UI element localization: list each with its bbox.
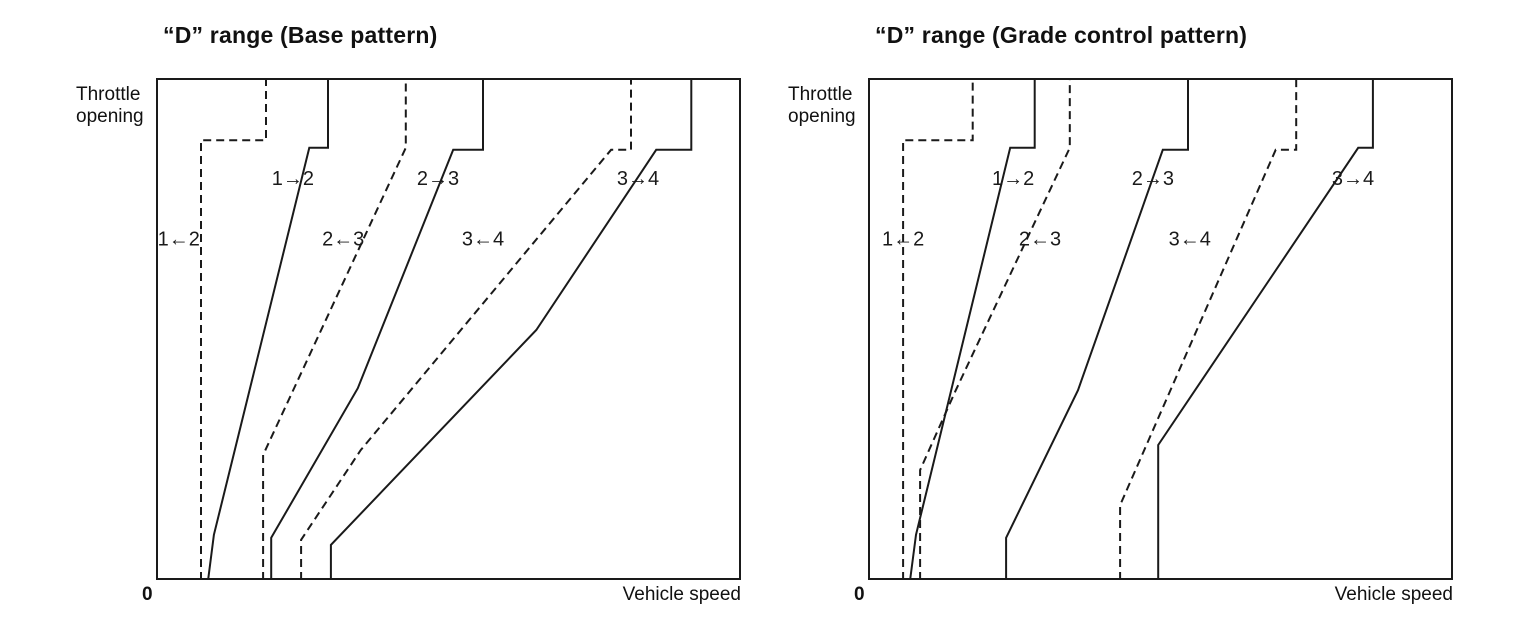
shift-label: 3←4 (1169, 228, 1211, 250)
origin-label: 0 (854, 584, 865, 605)
shift-label: 2→3 (1132, 168, 1174, 190)
shift-label: 3→4 (1332, 168, 1374, 190)
y-axis-label: Throttle opening (788, 84, 856, 127)
shift-label: 1←2 (158, 228, 200, 250)
curve-downshift-1-2 (902, 78, 974, 580)
shift-label: 2←3 (1019, 228, 1061, 250)
origin-label: 0 (142, 584, 153, 605)
curve-upshift-3-4 (1157, 78, 1374, 580)
shift-label: 1→2 (272, 168, 314, 190)
curve-downshift-3-4 (300, 78, 632, 580)
shift-label: 3→4 (617, 168, 659, 190)
chart-title: “D” range (Grade control pattern) (875, 22, 1248, 48)
chart-grade-control-pattern: “D” range (Grade control pattern) Thrott… (712, 0, 1472, 630)
curve-upshift-2-3 (1005, 78, 1189, 580)
shift-label: 3←4 (462, 228, 504, 250)
curve-downshift-2-3 (262, 78, 407, 580)
curve-downshift-2-3 (919, 78, 1071, 580)
chart-base-pattern: “D” range (Base pattern) Throttle openin… (76, 22, 741, 605)
curve-downshift-3-4 (1119, 78, 1298, 580)
shift-label: 1←2 (882, 228, 924, 250)
curve-upshift-1-2 (207, 78, 329, 580)
chart-title: “D” range (Base pattern) (163, 22, 438, 48)
shift-label: 1→2 (992, 168, 1034, 190)
plot-area: 1→2 2→3 3→4 1←2 2←3 3←4 (156, 78, 741, 580)
curve-downshift-1-2 (200, 78, 267, 580)
shift-label: 2←3 (322, 228, 364, 250)
curve-upshift-1-2 (909, 78, 1036, 580)
x-axis-label: Vehicle speed (1334, 584, 1453, 605)
plot-frame (156, 78, 741, 580)
shift-label: 2→3 (417, 168, 459, 190)
curve-upshift-2-3 (270, 78, 484, 580)
plot-frame (868, 78, 1453, 580)
x-axis-label: Vehicle speed (622, 584, 741, 605)
y-axis-label: Throttle opening (76, 84, 144, 127)
curve-upshift-3-4 (329, 78, 693, 580)
plot-area: 1→2 2→3 3→4 1←2 2←3 3←4 (868, 78, 1453, 580)
